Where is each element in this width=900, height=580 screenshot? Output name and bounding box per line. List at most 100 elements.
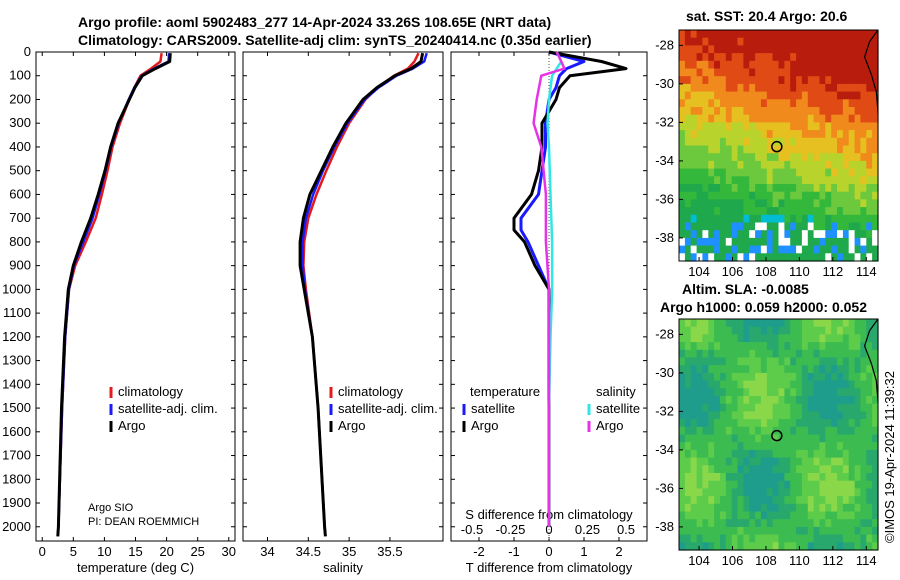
sst_map-cell	[696, 76, 704, 85]
sla_map-cell	[866, 396, 873, 405]
sst_map-cell	[684, 122, 692, 131]
sla_map-cell	[796, 526, 803, 536]
sst_map-cell	[866, 68, 873, 77]
sst_map-cell	[702, 184, 709, 193]
sla_map-cell	[807, 503, 815, 513]
sla_map-cell	[848, 334, 856, 343]
sst_map-cell	[807, 214, 815, 224]
sst_map-cell	[684, 45, 692, 54]
sst_map-cell	[755, 83, 762, 93]
sst_map-cell	[766, 153, 774, 162]
sla_map-cell	[796, 534, 803, 543]
sla_map-cell	[790, 380, 797, 389]
sla_map-cell	[766, 434, 774, 443]
sla_map-cell	[737, 449, 744, 459]
sst_map-cell	[831, 245, 838, 254]
sla_map-cell	[720, 480, 727, 489]
sst_map-cell	[796, 214, 803, 224]
sla_map-cell	[807, 396, 815, 405]
sst_map-cell	[842, 237, 850, 247]
sla_map-cell	[720, 473, 727, 482]
sst_map-cell	[737, 130, 744, 139]
sst_map-cell	[796, 60, 803, 70]
sst_map-cell	[796, 199, 803, 208]
legend-label-diff-s-1: Argo	[596, 418, 623, 433]
sst_map-cell	[766, 53, 774, 62]
sla_map-cell	[819, 442, 826, 451]
sla_map-cell	[778, 326, 785, 335]
sst_map-cell	[679, 199, 686, 208]
sst_map-cell	[684, 253, 692, 262]
sla_map-cell	[866, 319, 873, 328]
sla_map-cell	[702, 326, 709, 335]
sst_map-cell	[796, 145, 803, 154]
sla_map-cell	[854, 365, 862, 374]
sla_map-cell	[872, 434, 879, 443]
sla_map-cell	[848, 449, 856, 459]
sst_map-cell	[731, 199, 739, 208]
sla_map-cell	[819, 319, 826, 328]
sla_map-cell	[760, 372, 768, 382]
sst_map-cell	[825, 137, 832, 147]
sst_map-cell	[854, 184, 862, 193]
sla_map-cell	[708, 426, 715, 436]
sst_map-cell	[790, 83, 797, 93]
sla_map-cell	[778, 511, 785, 520]
sla-map-panel: 104 106 108 110 112 114-28-30-32-34-36-38	[655, 318, 879, 568]
sst_map-cell	[766, 30, 774, 39]
sst_map-cell	[831, 130, 838, 139]
sst_map-cell	[766, 107, 774, 116]
sla_map-cell	[807, 380, 815, 389]
sla_map-cell	[690, 526, 698, 536]
sla_map-cell	[813, 411, 821, 420]
sst_map-cell	[737, 45, 744, 54]
sst_map-cell	[679, 176, 686, 185]
sla_map-cell	[842, 473, 850, 482]
sla_map-cell	[772, 542, 780, 551]
sla_map-cell	[866, 426, 873, 436]
depth-tick-label: 1100	[3, 305, 31, 320]
sst_map-cell	[690, 91, 698, 100]
sla_map-cell	[725, 365, 733, 374]
sst_map-cell	[778, 191, 785, 200]
sla_map-cell	[842, 326, 850, 335]
sst_map-cell	[819, 145, 826, 154]
figure-title-line2: Climatology: CARS2009. Satellite-adj cli…	[78, 32, 592, 48]
legend-label-sal-1: satellite-adj. clim.	[338, 401, 438, 416]
sla_map-cell	[760, 403, 768, 412]
sla_map-cell	[708, 519, 715, 528]
sla_map-cell	[725, 342, 733, 351]
sla_map-cell	[790, 534, 797, 543]
sst_map-cell	[807, 37, 815, 46]
sst_map-cell	[872, 107, 879, 116]
sla_map-cell	[725, 357, 733, 366]
sst_map-cell	[708, 245, 715, 254]
sla_map-cell	[696, 465, 704, 474]
sst_map-cell	[842, 60, 850, 70]
sst_map-cell	[708, 30, 715, 39]
sla_map-cell	[684, 342, 692, 351]
sla_map-cell	[831, 534, 838, 543]
sst_map-cell	[848, 91, 856, 100]
sla_map-cell	[860, 396, 867, 405]
sst_map-cell	[837, 237, 844, 247]
sla_map-cell	[749, 473, 756, 482]
sst_map-cell	[679, 83, 686, 93]
sla_map-cell	[796, 396, 803, 405]
sla_map-cell	[714, 388, 721, 397]
sst_map-cell	[848, 184, 856, 193]
sla_map-cell	[743, 496, 750, 505]
sla_map-cell	[731, 434, 739, 443]
sst_map-cell	[714, 222, 721, 231]
sla_map-cell	[743, 542, 750, 551]
sst_map-cell	[837, 114, 844, 123]
sst_map-cell	[725, 191, 733, 200]
sla_map-cell	[837, 457, 844, 466]
sst_map-cell	[801, 37, 809, 46]
sla_map-cell	[702, 434, 709, 443]
sla_map-cell	[807, 357, 815, 366]
sla_map-cell	[837, 319, 844, 328]
sla_map-cell	[848, 411, 856, 420]
sst_map-cell	[848, 199, 856, 208]
sla_map-cell	[796, 349, 803, 359]
